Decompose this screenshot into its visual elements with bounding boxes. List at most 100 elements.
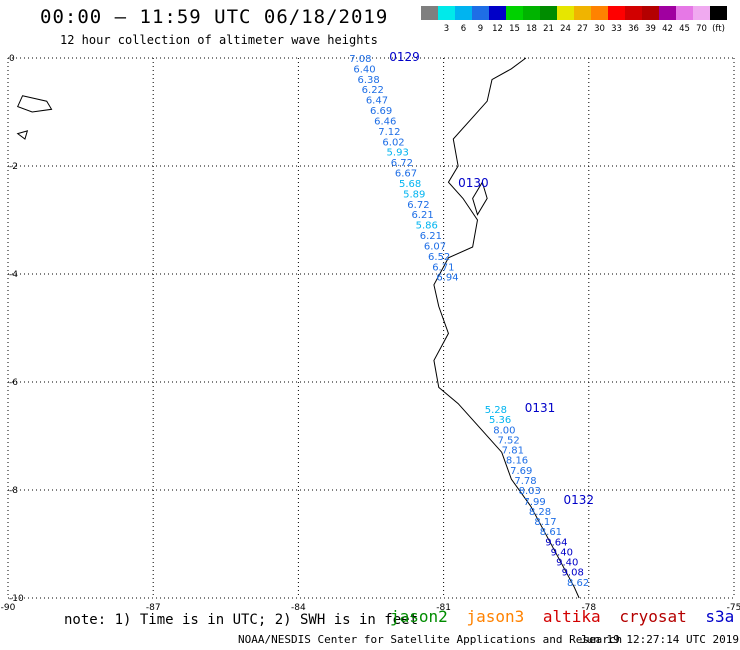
y-tick-label: -4 [9, 270, 18, 280]
satellite-altika: altika [542, 607, 601, 626]
wave-height-value: 8.00 [493, 425, 515, 436]
galapagos-islet [16, 130, 29, 140]
legend-bin-label: 33 [611, 24, 622, 34]
legend-bin-label: 6 [461, 24, 466, 34]
legend-bin-label: 45 [679, 24, 690, 34]
legend-swatch [540, 6, 557, 20]
wave-height-value: 6.72 [391, 158, 413, 169]
pass-id-label: 0130 [458, 176, 489, 190]
wave-height-value: 5.86 [416, 221, 438, 232]
legend-bin-label: 27 [577, 24, 588, 34]
legend-bin-label: 42 [662, 24, 673, 34]
wave-height-value: 7.81 [502, 446, 524, 457]
legend-swatch [455, 6, 472, 20]
coastline [433, 57, 580, 599]
satellite-cryosat: cryosat [619, 607, 687, 626]
x-tick-label: -84 [291, 603, 306, 613]
x-tick-label: -75 [727, 603, 740, 613]
x-tick-label: -90 [1, 603, 16, 613]
wave-height-value: 7.78 [514, 476, 536, 487]
wave-height-value: 5.28 [485, 405, 507, 416]
legend-swatch [676, 6, 693, 20]
legend-bin-label: 36 [628, 24, 639, 34]
galapagos-island [17, 95, 53, 113]
wave-height-value: 6.40 [353, 64, 375, 75]
x-tick-label: -81 [436, 603, 451, 613]
legend-swatch [591, 6, 608, 20]
legend-swatch [693, 6, 710, 20]
legend-swatch [472, 6, 489, 20]
puna-island [472, 180, 488, 216]
legend-swatch [421, 6, 438, 20]
wave-height-value: 8.17 [534, 517, 556, 528]
wave-height-value: 8.16 [506, 456, 528, 467]
wave-height-value: 6.21 [420, 231, 442, 242]
map-subtitle: 12 hour collection of altimeter wave hei… [60, 33, 378, 47]
wave-height-value: 8.61 [540, 527, 562, 538]
legend-bin-label: 30 [594, 24, 605, 34]
satellite-s3a: s3a [705, 607, 735, 626]
wave-height-value: 8.28 [529, 507, 551, 518]
wave-height-value: 6.71 [432, 262, 454, 273]
wave-height-value: 7.69 [510, 466, 532, 477]
legend-swatch [523, 6, 540, 20]
wave-height-value: 6.67 [395, 169, 417, 180]
wave-height-value: 6.02 [382, 137, 404, 148]
wave-height-value: 6.07 [424, 241, 446, 252]
legend-bin-label: 12 [492, 24, 503, 34]
wave-height-value: 6.46 [374, 116, 396, 127]
wave-height-value: 6.22 [362, 85, 384, 96]
pass-id-label: 0132 [563, 493, 594, 507]
y-tick-label: -6 [9, 378, 18, 388]
units-note: note: 1) Time is in UTC; 2) SWH is in fe… [64, 612, 419, 628]
wave-height-value: 8.03 [519, 486, 541, 497]
legend-bin-label: 15 [509, 24, 520, 34]
legend-bin-label: 39 [645, 24, 656, 34]
legend-swatch [659, 6, 676, 20]
x-tick-label: -87 [146, 603, 161, 613]
satellite-legend: jason2 jason3 altika cryosat s3a [390, 607, 740, 626]
x-tick-label: -78 [581, 603, 596, 613]
wave-height-value: 5.89 [403, 189, 425, 200]
wave-height-value: 9.08 [562, 568, 584, 579]
wave-height-value: 6.69 [370, 106, 392, 117]
y-tick-label: -8 [9, 486, 18, 496]
wave-height-value: 5.93 [387, 148, 409, 159]
legend-swatch [574, 6, 591, 20]
legend-bin-label: 24 [560, 24, 571, 34]
wave-height-value: 9.64 [545, 537, 567, 548]
legend-swatch [438, 6, 455, 20]
wave-height-value: 9.40 [556, 558, 578, 569]
wave-height-value: 6.21 [411, 210, 433, 221]
wave-height-value: 6.47 [366, 96, 388, 107]
wave-height-value: 6.72 [407, 200, 429, 211]
legend-bin-label: 18 [526, 24, 537, 34]
wave-height-value: 7.99 [523, 497, 545, 508]
legend-swatch [557, 6, 574, 20]
wave-height-value: 6.52 [428, 252, 450, 263]
y-tick-label: -2 [9, 162, 18, 172]
satellite-jason3: jason3 [466, 607, 525, 626]
wave-height-value: 7.52 [497, 435, 519, 446]
satellite-jason2: jason2 [390, 607, 448, 626]
legend-swatch [608, 6, 625, 20]
pass-id-label: 0131 [525, 401, 556, 415]
credit-text: NOAA/NESDIS Center for Satellite Applica… [238, 633, 623, 646]
wave-height-value: 6.94 [436, 273, 458, 284]
y-tick-label: -10 [9, 594, 24, 604]
wave-height-value: 8.62 [567, 578, 589, 589]
wave-height-value: 6.38 [358, 75, 380, 86]
wave-height-value: 5.68 [399, 179, 421, 190]
legend-swatch [506, 6, 523, 20]
wave-height-value: 7.12 [378, 127, 400, 138]
legend-swatch [710, 6, 727, 20]
legend-swatch [489, 6, 506, 20]
wave-height-value: 9.40 [551, 547, 573, 558]
wave-height-value: 7.08 [349, 54, 371, 65]
pass-id-label: 0129 [389, 50, 420, 64]
legend-bin-label: (ft) [712, 24, 725, 34]
legend-swatch [642, 6, 659, 20]
legend-bin-label: 3 [444, 24, 449, 34]
legend-bin-label: 70 [696, 24, 707, 34]
